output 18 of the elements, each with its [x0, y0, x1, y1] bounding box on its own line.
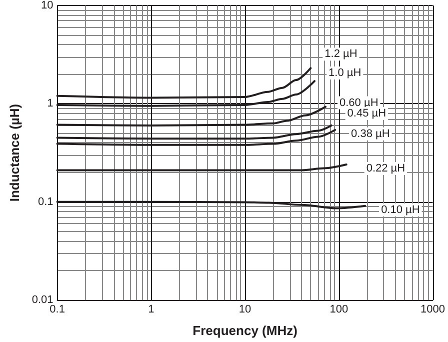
x-tick-label: 10 [238, 304, 252, 316]
series-label: 1.2 µH [324, 48, 358, 60]
x-tick-label: 1 [148, 304, 154, 316]
y-tick-label: 0.1 [38, 196, 54, 208]
series-label: 0.22 µH [366, 162, 406, 175]
x-tick-label: 0.1 [50, 304, 65, 316]
x-tick-label: 100 [330, 304, 348, 316]
y-tick-label: 1 [47, 98, 54, 110]
y-tick-label: 0.01 [32, 294, 54, 306]
series-label: 0.60 µH [340, 96, 378, 109]
series-label: 1.0 µH [328, 67, 362, 80]
series-label: 0.10 µH [381, 204, 420, 216]
x-tick-label: 1000 [420, 304, 446, 316]
series-label: 0.38 µH [351, 128, 390, 140]
y-axis-title: Inductance (µH) [7, 104, 22, 202]
x-axis-title: Frequency (MHz) [192, 323, 298, 338]
y-tick-label: 10 [41, 0, 54, 12]
series-label: 0.45 µH [347, 107, 386, 120]
